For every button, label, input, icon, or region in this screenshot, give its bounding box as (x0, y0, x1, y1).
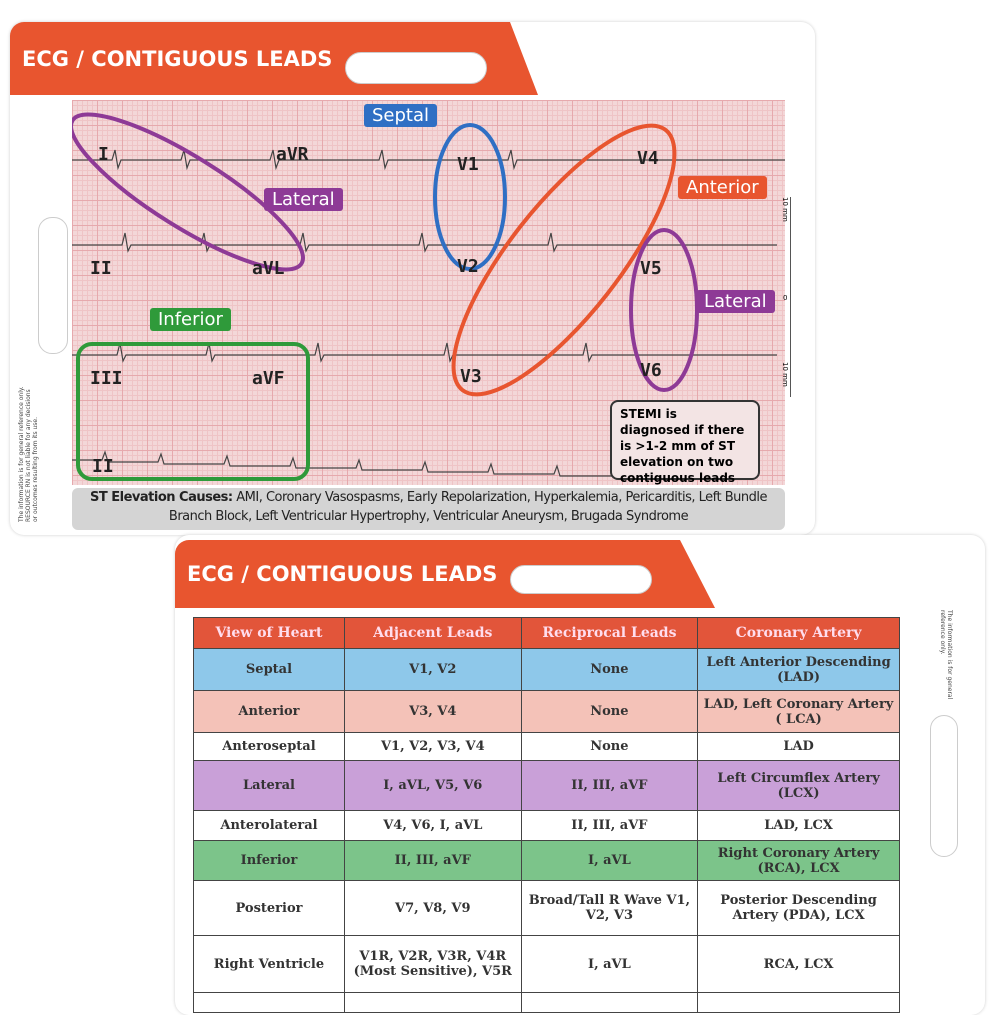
cell-artery: Left Circumflex Artery (LCX) (697, 760, 900, 811)
leads-table: View of Heart Adjacent Leads Reciprocal Le… (193, 617, 900, 1013)
cell-adjacent: V1, V2, V3, V4 (343, 732, 522, 761)
column-header: Reciprocal Leads (520, 617, 699, 649)
cell-adjacent: V4, V6, I, aVL (343, 810, 522, 841)
table-row (193, 992, 900, 1013)
table-row: Septal V1, V2 None Left Anterior Descending… (193, 648, 900, 691)
ecg-trace (72, 149, 785, 171)
cell-adjacent: V1, V2 (343, 648, 522, 691)
cell-reciprocal: None (520, 732, 699, 761)
mm-ruler: 10 mm 0 10 mm (781, 197, 815, 397)
lateral-tag-2: Lateral (696, 290, 775, 313)
cell-artery: Right Coronary Artery (RCA), LCX (697, 840, 900, 881)
ecg-trace (72, 232, 777, 253)
cell (520, 992, 699, 1013)
cell-artery: RCA, LCX (697, 935, 900, 993)
table-row: Lateral I, aVL, V5, V6 II, III, aVF Left Ci… (193, 760, 900, 811)
disclaimer-text: The information is for general reference… (939, 610, 953, 700)
table-row: Anterolateral V4, V6, I, aVL II, III, aVF L… (193, 810, 900, 841)
cell-view: Lateral (193, 760, 345, 811)
cell-reciprocal: Broad/Tall R Wave V1, V2, V3 (520, 880, 699, 936)
cell-artery: LAD, Left Coronary Artery ( LCA) (697, 690, 900, 733)
table-row: Inferior II, III, aVF I, aVL Right Coronary… (193, 840, 900, 881)
cell-adjacent: V1R, V2R, V3R, V4R (Most Sensitive), V5R (343, 935, 522, 993)
card-title: ECG / CONTIGUOUS LEADS (22, 46, 333, 71)
ruler-label: 0 (783, 294, 788, 302)
header-row: View of Heart Adjacent Leads Reciprocal Le… (193, 617, 900, 649)
ecg-strip: I aVR V1 V4 II aVL V2 V5 III aVF V3 V6 I… (72, 100, 785, 485)
table-row: Anterior V3, V4 None LAD, Left Coronary Art… (193, 690, 900, 733)
st-elevation-causes: ST Elevation Causes: AMI, Coronary Vasos… (72, 488, 785, 530)
lead-label: V6 (640, 360, 662, 381)
cell-view: Septal (193, 648, 345, 691)
cell-view: Anterior (193, 690, 345, 733)
ecg-front-card: ECG / CONTIGUOUS LEADS The information i… (10, 22, 815, 535)
causes-label: ST Elevation Causes: (90, 490, 233, 505)
ruler-label: 10 mm (781, 197, 789, 222)
causes-text: AMI, Coronary Vasospasms, Early Repolari… (168, 490, 768, 524)
ecg-trace (72, 342, 777, 363)
lead-label: II (92, 456, 114, 477)
lead-label: II (90, 258, 112, 279)
ecg-annotations (72, 112, 785, 481)
cell-reciprocal: I, aVL (520, 840, 699, 881)
cell (193, 992, 345, 1013)
table-row: Posterior V7, V8, V9 Broad/Tall R Wave V1,… (193, 880, 900, 936)
table-row: Right Ventricle V1R, V2R, V3R, V4R (Most … (193, 935, 900, 993)
cell-artery: Posterior Descending Artery (PDA), LCX (697, 880, 900, 936)
card-title: ECG / CONTIGUOUS LEADS (187, 562, 498, 586)
disclaimer-text: The information is for general reference… (18, 386, 39, 522)
septal-tag: Septal (364, 104, 438, 127)
lead-label: V3 (460, 366, 482, 387)
lead-label: V1 (457, 154, 479, 175)
lateral-oval (72, 112, 305, 272)
cell-artery: LAD, LCX (697, 810, 900, 841)
cell (697, 992, 900, 1013)
inferior-box (76, 342, 310, 481)
cell-view: Anteroseptal (193, 732, 345, 761)
ecg-back-card: ECG / CONTIGUOUS LEADS The information i… (175, 535, 985, 1015)
cell-reciprocal: None (520, 690, 699, 733)
cell-view: Right Ventricle (193, 935, 345, 993)
lead-label: V2 (457, 256, 479, 277)
lead-label: III (90, 368, 123, 389)
cell-artery: LAD (697, 732, 900, 761)
lanyard-slot (510, 565, 652, 594)
lead-label: V4 (637, 148, 659, 169)
stemi-note: STEMI is diagnosed if there is >1-2 mm o… (610, 400, 760, 485)
cell-artery: Left Anterior Descending (LAD) (697, 648, 900, 691)
lanyard-slot (345, 52, 487, 84)
lead-label: aVL (252, 258, 285, 279)
side-slot (930, 715, 958, 857)
lead-label: V5 (640, 258, 662, 279)
lateral-tag: Lateral (264, 188, 343, 211)
cell-reciprocal: II, III, aVF (520, 810, 699, 841)
lead-label: aVF (252, 368, 285, 389)
cell-adjacent: I, aVL, V5, V6 (343, 760, 522, 811)
cell-adjacent: II, III, aVF (343, 840, 522, 881)
column-header: Coronary Artery (697, 617, 900, 649)
cell-reciprocal: II, III, aVF (520, 760, 699, 811)
lead-label: I (98, 144, 109, 165)
cell-view: Anterolateral (193, 810, 345, 841)
septal-oval (433, 123, 507, 271)
ecg-trace (72, 450, 620, 477)
cell-adjacent: V7, V8, V9 (343, 880, 522, 936)
anterior-oval (451, 123, 677, 397)
side-slot (38, 217, 68, 354)
cell-view: Inferior (193, 840, 345, 881)
cell-adjacent: V3, V4 (343, 690, 522, 733)
column-header: View of Heart (193, 617, 345, 649)
cell-reciprocal: I, aVL (520, 935, 699, 993)
cell (343, 992, 522, 1013)
lead-label: aVR (276, 144, 309, 165)
cell-reciprocal: None (520, 648, 699, 691)
ruler-label: 10 mm (781, 362, 789, 387)
inferior-tag: Inferior (150, 308, 231, 331)
anterior-tag: Anterior (678, 176, 767, 199)
card-header: ECG / CONTIGUOUS LEADS (175, 540, 715, 608)
cell-view: Posterior (193, 880, 345, 936)
table-row: Anteroseptal V1, V2, V3, V4 None LAD (193, 732, 900, 761)
column-header: Adjacent Leads (343, 617, 522, 649)
